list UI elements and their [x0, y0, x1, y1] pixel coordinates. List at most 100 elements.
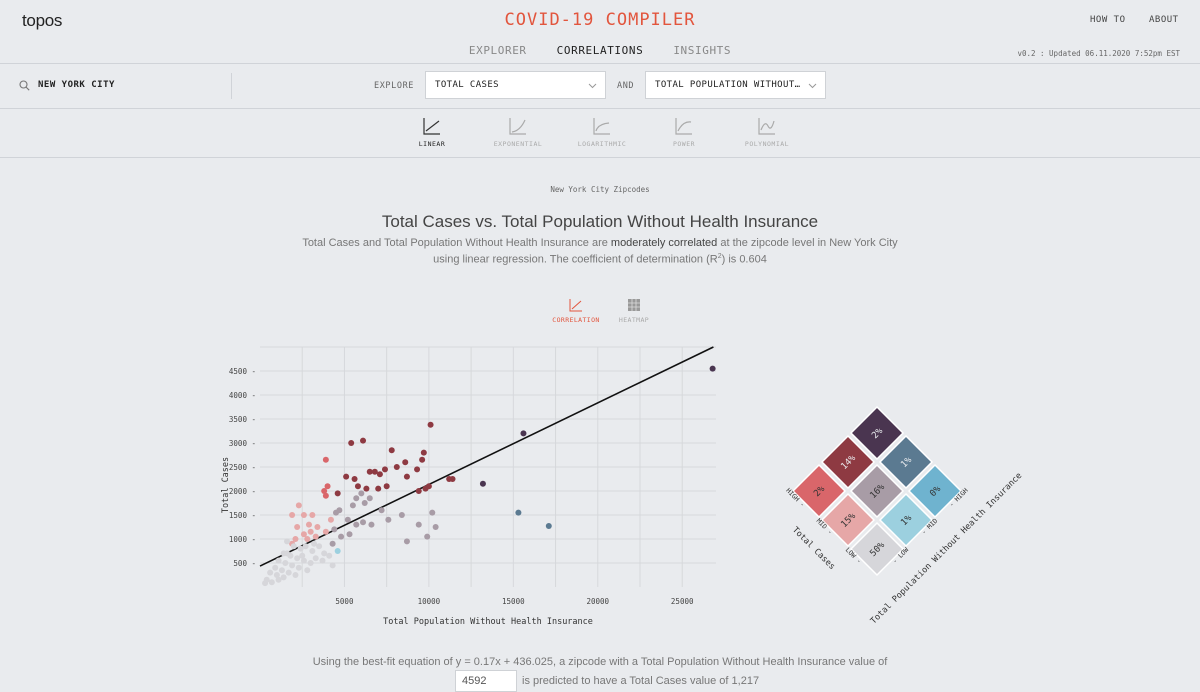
data-point[interactable]	[305, 521, 312, 528]
data-point[interactable]	[383, 483, 390, 490]
data-point[interactable]	[273, 572, 280, 578]
data-point[interactable]	[280, 574, 287, 581]
data-point[interactable]	[349, 502, 356, 509]
data-point[interactable]	[307, 560, 314, 566]
data-point[interactable]	[368, 521, 375, 528]
matrix-cell[interactable]: 14%	[820, 434, 876, 490]
data-point[interactable]	[343, 473, 350, 480]
data-point[interactable]	[284, 538, 291, 545]
data-point[interactable]	[520, 430, 527, 437]
data-point[interactable]	[381, 466, 388, 473]
model-exponential[interactable]: EXPONENTIAL	[478, 116, 558, 148]
data-point[interactable]	[322, 492, 329, 499]
data-point[interactable]	[294, 524, 301, 530]
data-point[interactable]	[312, 555, 319, 562]
data-point[interactable]	[307, 528, 314, 535]
data-point[interactable]	[479, 480, 486, 487]
data-point[interactable]	[375, 485, 382, 492]
data-point[interactable]	[432, 524, 439, 530]
data-point[interactable]	[331, 526, 338, 533]
data-point[interactable]	[334, 548, 341, 554]
data-point[interactable]	[353, 495, 360, 502]
data-point[interactable]	[309, 548, 316, 554]
matrix-cell[interactable]: 0%	[907, 463, 963, 519]
data-point[interactable]	[427, 421, 434, 428]
data-point[interactable]	[353, 521, 360, 528]
data-point[interactable]	[403, 538, 410, 545]
model-power[interactable]: POWER	[644, 116, 724, 148]
data-point[interactable]	[295, 502, 302, 509]
data-point[interactable]	[272, 564, 279, 571]
data-point[interactable]	[420, 449, 427, 456]
data-point[interactable]	[376, 471, 383, 478]
variable-x-select[interactable]: TOTAL CASES	[425, 71, 606, 99]
data-point[interactable]	[402, 459, 409, 466]
matrix-cell[interactable]: 2%	[791, 463, 847, 519]
data-point[interactable]	[311, 540, 318, 547]
data-point[interactable]	[363, 485, 370, 492]
data-point[interactable]	[403, 473, 410, 480]
data-point[interactable]	[297, 545, 304, 552]
model-linear[interactable]: LINEAR	[392, 116, 472, 148]
location-search[interactable]: NEW YORK CITY	[38, 80, 115, 90]
data-point[interactable]	[326, 552, 333, 559]
data-point[interactable]	[295, 564, 302, 571]
data-point[interactable]	[351, 476, 358, 482]
data-point[interactable]	[262, 580, 269, 587]
data-point[interactable]	[346, 531, 353, 538]
data-point[interactable]	[360, 519, 367, 526]
data-point[interactable]	[414, 466, 421, 473]
how-to-link[interactable]: HOW TO	[1090, 15, 1126, 25]
data-point[interactable]	[329, 540, 336, 547]
data-point[interactable]	[515, 509, 522, 516]
tab-correlations[interactable]: CORRELATIONS	[552, 44, 648, 64]
data-point[interactable]	[304, 567, 311, 574]
data-point[interactable]	[309, 512, 316, 518]
tab-heatmap[interactable]: HEATMAP	[594, 298, 674, 324]
data-point[interactable]	[268, 579, 275, 586]
data-point[interactable]	[284, 550, 291, 557]
data-point[interactable]	[329, 562, 336, 569]
data-point[interactable]	[360, 437, 367, 444]
data-point[interactable]	[324, 483, 331, 490]
search-icon[interactable]	[19, 80, 30, 91]
matrix-cell[interactable]: 15%	[820, 492, 876, 548]
data-point[interactable]	[302, 543, 309, 550]
data-point[interactable]	[278, 567, 285, 574]
data-point[interactable]	[344, 516, 351, 523]
data-point[interactable]	[415, 488, 422, 494]
data-point[interactable]	[282, 560, 289, 566]
data-point[interactable]	[366, 468, 373, 475]
data-point[interactable]	[294, 555, 301, 562]
data-point[interactable]	[300, 557, 307, 564]
data-point[interactable]	[366, 495, 373, 502]
data-point[interactable]	[275, 576, 282, 583]
data-point[interactable]	[275, 557, 282, 564]
data-point[interactable]	[361, 500, 368, 506]
data-point[interactable]	[338, 533, 345, 540]
data-point[interactable]	[314, 524, 321, 530]
data-point[interactable]	[545, 523, 552, 530]
data-point[interactable]	[327, 516, 334, 523]
data-point[interactable]	[304, 536, 311, 542]
data-point[interactable]	[322, 456, 329, 463]
data-point[interactable]	[425, 483, 432, 490]
data-point[interactable]	[358, 490, 365, 497]
tab-explorer[interactable]: EXPLORER	[468, 44, 527, 57]
data-point[interactable]	[321, 488, 328, 494]
data-point[interactable]	[334, 490, 341, 497]
data-point[interactable]	[415, 521, 422, 528]
data-point[interactable]	[348, 440, 355, 446]
tab-correlation[interactable]: CORRELATION	[536, 298, 616, 324]
data-point[interactable]	[385, 516, 392, 523]
data-point[interactable]	[388, 447, 395, 454]
data-point[interactable]	[300, 531, 307, 538]
data-point[interactable]	[289, 562, 296, 569]
about-link[interactable]: ABOUT	[1149, 15, 1179, 25]
data-point[interactable]	[300, 512, 307, 518]
data-point[interactable]	[285, 569, 292, 576]
variable-y-select[interactable]: TOTAL POPULATION WITHOUT…	[645, 71, 826, 99]
data-point[interactable]	[424, 533, 431, 540]
matrix-cell[interactable]: 2%	[849, 405, 905, 461]
model-logarithmic[interactable]: LOGARITHMIC	[562, 116, 642, 148]
